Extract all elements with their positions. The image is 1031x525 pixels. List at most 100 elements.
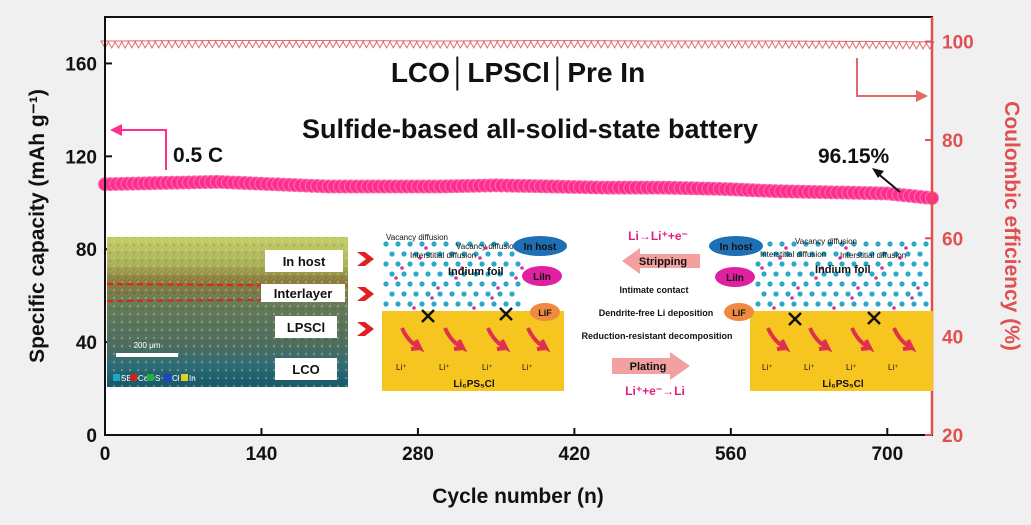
- ce-point: [468, 40, 479, 49]
- ce-point: [133, 40, 144, 49]
- lattice-atom: [785, 251, 791, 257]
- lattice-atom: [893, 251, 899, 257]
- lattice-atom: [389, 251, 395, 257]
- ce-point: [763, 40, 774, 50]
- li-migration-arrow: [400, 327, 425, 353]
- lattice-atom: [407, 281, 413, 287]
- ce-point: [120, 40, 130, 49]
- ce-point: [388, 40, 399, 49]
- lattice-atom: [809, 271, 815, 277]
- lattice-atom: [827, 301, 833, 307]
- ce-point: [623, 40, 633, 49]
- li-atom: [484, 246, 488, 250]
- lattice-atom: [815, 281, 821, 287]
- lattice-atom: [797, 271, 803, 277]
- lattice-atom: [881, 251, 887, 257]
- ce-point: [837, 40, 848, 50]
- electrolyte-label-right: Li₆PS₅Cl: [822, 379, 864, 390]
- li-atom: [856, 286, 860, 290]
- ce-point: [308, 40, 318, 49]
- x-tick-label: 0: [100, 444, 111, 465]
- ce-point: [113, 40, 124, 49]
- lattice-atom: [893, 291, 899, 297]
- li-atom: [430, 296, 434, 300]
- lattice-atom: [839, 301, 845, 307]
- ce-point: [703, 40, 714, 50]
- ce-point: [891, 41, 902, 50]
- lattice-atom: [875, 241, 881, 247]
- lattice-atom: [407, 241, 413, 247]
- plating-label: Plating: [630, 361, 667, 373]
- lattice-atom: [431, 261, 437, 267]
- ce-point: [261, 40, 271, 49]
- lif-badge-left-label: LiF: [538, 308, 552, 318]
- li-atom: [394, 276, 398, 280]
- ce-point: [529, 40, 540, 49]
- lattice-atom: [455, 281, 461, 287]
- ce-point: [341, 40, 352, 49]
- lattice-atom: [923, 241, 929, 247]
- li-atom: [904, 246, 908, 250]
- inset-micrograph: In host Interlayer LPSCl LCO 200 μm SE Co…: [106, 237, 349, 387]
- left-arrowhead-icon: [110, 124, 122, 136]
- ce-point: [904, 41, 915, 50]
- ce-point: [797, 40, 808, 50]
- ce-point: [140, 40, 151, 49]
- y2-tick-label: 40: [942, 328, 963, 349]
- li-stripping-plating-schematic: Li⁺ Li⁺ Li⁺ Li⁺ Li⁺ Li⁺ Li⁺ Li⁺ Vacancy diffusi…: [382, 229, 933, 398]
- chevron-right-icon: [357, 322, 374, 336]
- lattice-atom: [875, 301, 881, 307]
- lattice-atom: [851, 261, 857, 267]
- li-atom: [436, 286, 440, 290]
- lattice-atom: [851, 301, 857, 307]
- lattice-atom: [437, 291, 443, 297]
- ce-point: [482, 40, 493, 49]
- inset-label-lpscl: LPSCl: [287, 320, 325, 335]
- ce-point: [281, 40, 291, 49]
- lattice-atom: [419, 281, 425, 287]
- lattice-atom: [419, 241, 425, 247]
- ce-point: [831, 40, 841, 50]
- ce-point: [582, 40, 593, 49]
- ce-point: [757, 40, 767, 50]
- electrolyte-label-left: Li₆PS₅Cl: [453, 379, 495, 390]
- ce-point: [348, 40, 358, 49]
- ce-point: [898, 41, 908, 50]
- ce-point: [220, 40, 231, 49]
- right-interstitial-label-2: Interstitial diffusion: [840, 251, 906, 260]
- lattice-atom: [443, 241, 449, 247]
- lattice-atom: [431, 281, 437, 287]
- lattice-atom: [761, 271, 767, 277]
- ce-point: [576, 40, 586, 49]
- li-atom: [478, 256, 482, 260]
- lattice-atom: [383, 301, 389, 307]
- ce-point: [274, 40, 285, 49]
- lattice-atom: [503, 241, 509, 247]
- li-ion-label: Li⁺: [804, 363, 814, 372]
- scale-bar: [116, 353, 178, 357]
- lattice-atom: [827, 281, 833, 287]
- lattice-atom: [407, 261, 413, 267]
- lattice-atom: [467, 281, 473, 287]
- lattice-atom: [407, 301, 413, 307]
- ce-point: [200, 40, 211, 49]
- ce-point: [777, 40, 788, 50]
- lattice-atom: [881, 291, 887, 297]
- ce-point: [723, 40, 734, 50]
- ce-point: [495, 40, 506, 49]
- ce-point: [475, 40, 486, 49]
- lattice-atom: [785, 271, 791, 277]
- ce-point: [194, 40, 204, 49]
- lattice-atom: [923, 261, 929, 267]
- lattice-atom: [863, 281, 869, 287]
- y2-tick-label: 60: [942, 229, 963, 250]
- lattice-atom: [827, 241, 833, 247]
- lattice-atom: [413, 251, 419, 257]
- y-tick-label: 160: [65, 54, 97, 75]
- lattice-atom: [779, 301, 785, 307]
- lattice-atom: [773, 271, 779, 277]
- lattice-atom: [425, 291, 431, 297]
- li-atom: [850, 296, 854, 300]
- lattice-atom: [395, 301, 401, 307]
